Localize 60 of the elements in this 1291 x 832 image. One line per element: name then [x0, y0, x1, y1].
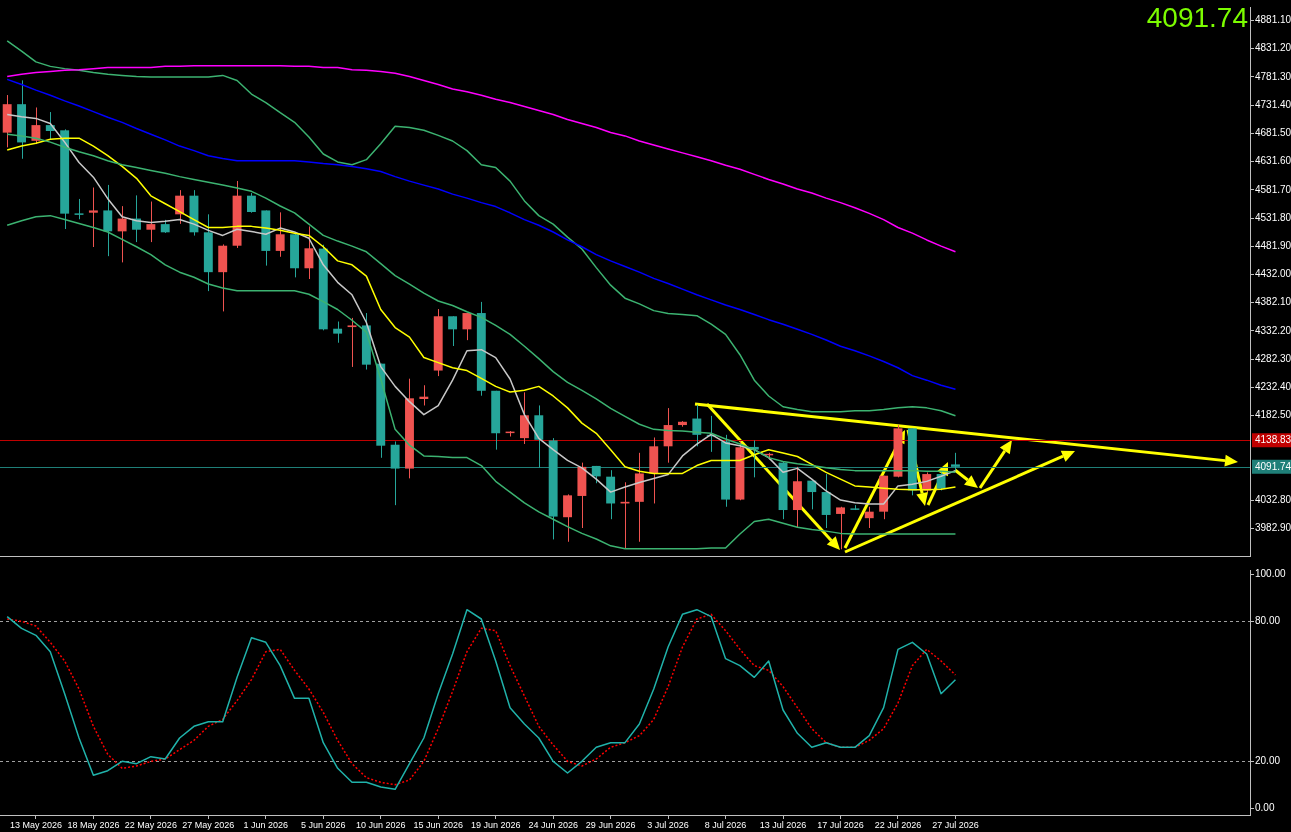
y-tick-label: 4282.30 [1255, 352, 1291, 364]
x-tick-label: 13 May 2026 [9, 819, 62, 830]
y-tick-label: 4332.20 [1255, 324, 1291, 336]
y-tick-label: 0.00 [1255, 801, 1275, 813]
y-tick-label: 4881.10 [1255, 14, 1291, 26]
x-tick-label: 22 Jul 2026 [874, 819, 922, 830]
candlestick [246, 192, 256, 214]
x-tick-label: 13 Jul 2026 [759, 819, 807, 830]
candlestick [663, 407, 673, 464]
candlestick [347, 317, 357, 368]
x-tick-label: 22 May 2026 [124, 819, 177, 830]
y-tick-label: 4831.20 [1255, 42, 1291, 54]
x-tick-label: 5 Jun 2026 [301, 819, 346, 830]
x-tick-label: 1 Jun 2026 [243, 819, 289, 830]
candlestick [807, 480, 817, 510]
x-tick-label: 24 Jun 2026 [528, 819, 578, 830]
annotation: 4091.74 [1146, 2, 1248, 34]
y-tick-label: 4182.50 [1255, 409, 1291, 421]
ref-line-label: 4091.74 [1255, 460, 1291, 472]
y-tick-label: 4032.80 [1255, 493, 1291, 505]
candlestick [275, 211, 285, 258]
candlestick [864, 506, 874, 529]
x-tick-label: 19 Jun 2026 [470, 819, 521, 830]
y-tick-label: 4232.40 [1255, 381, 1291, 393]
candlestick [519, 391, 529, 445]
x-tick-label: 8 Jul 2026 [704, 819, 747, 830]
x-tick-label: 15 Jun 2026 [413, 819, 463, 830]
y-tick-label: 4382.10 [1255, 296, 1291, 308]
candlestick [103, 184, 113, 257]
y-tick-label: 4481.90 [1255, 239, 1291, 251]
x-tick-label: 3 Jul 2026 [647, 819, 689, 830]
y-tick-label: 4681.50 [1255, 127, 1291, 139]
y-tick-label: 4781.30 [1255, 70, 1291, 82]
candlestick [117, 205, 127, 263]
candlestick [821, 473, 831, 529]
x-tick-label: 10 Jun 2026 [355, 819, 406, 830]
candlestick [563, 493, 572, 543]
x-tick-label: 27 May 2026 [182, 819, 235, 830]
candlestick [304, 225, 314, 280]
candlestick [448, 315, 458, 347]
candlestick [836, 506, 845, 550]
y-tick-label: 80.00 [1255, 615, 1281, 627]
candlestick [146, 201, 156, 243]
candlestick [390, 440, 400, 506]
y-tick-label: 4581.70 [1255, 183, 1291, 195]
x-tick-label: 29 Jun 2026 [585, 819, 636, 830]
y-tick-label: 3982.90 [1255, 522, 1291, 534]
y-tick-label: 4631.60 [1255, 155, 1291, 167]
y-tick-label: 4531.80 [1255, 211, 1291, 223]
x-tick-label: 27 Jul 2026 [932, 819, 979, 830]
y-tick-label: 100.00 [1255, 568, 1287, 580]
candlestick [74, 198, 84, 220]
x-tick-label: 18 May 2026 [67, 819, 120, 830]
candlestick [88, 187, 98, 248]
y-tick-label: 4432.00 [1255, 268, 1291, 280]
x-tick-label: 17 Jul 2026 [817, 819, 864, 830]
candlestick [333, 321, 343, 344]
y-tick-label: 20.00 [1255, 755, 1281, 767]
ref-line-label: 4138.83 [1255, 433, 1291, 445]
y-tick-label: 4731.40 [1255, 98, 1291, 110]
